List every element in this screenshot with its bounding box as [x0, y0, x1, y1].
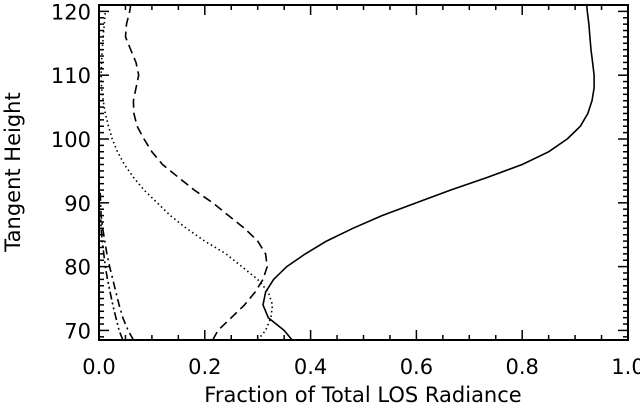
- y-tick-label: 100: [51, 128, 91, 152]
- series-line-4: [99, 189, 135, 341]
- y-tick-label: 80: [64, 256, 91, 280]
- x-axis-label: Fraction of Total LOS Radiance: [204, 383, 521, 407]
- plot-frame: [98, 4, 629, 341]
- y-tick-label: 120: [51, 0, 91, 24]
- x-tick-label: 0.0: [82, 355, 115, 379]
- series-layer: [99, 4, 595, 341]
- x-tick-label: 0.8: [505, 355, 538, 379]
- y-tick-label: 110: [51, 64, 91, 88]
- y-axis-label: Tangent Height: [1, 92, 25, 252]
- series-line-2: [124, 4, 268, 341]
- series-line-1: [262, 4, 595, 341]
- x-tick-label: 0.6: [400, 355, 433, 379]
- x-tick-label: 0.2: [188, 355, 221, 379]
- series-line-3: [100, 11, 274, 341]
- y-tick-label: 70: [64, 319, 91, 343]
- tick-layer: 0.0 0.2 0.4 0.6 0.8 1.0 70 80 90 100 110 120: [51, 0, 640, 379]
- x-tick-label: 0.4: [294, 355, 327, 379]
- x-tick-label: 1.0: [611, 355, 640, 379]
- y-tick-label: 90: [64, 192, 91, 216]
- series-line-5: [99, 215, 124, 341]
